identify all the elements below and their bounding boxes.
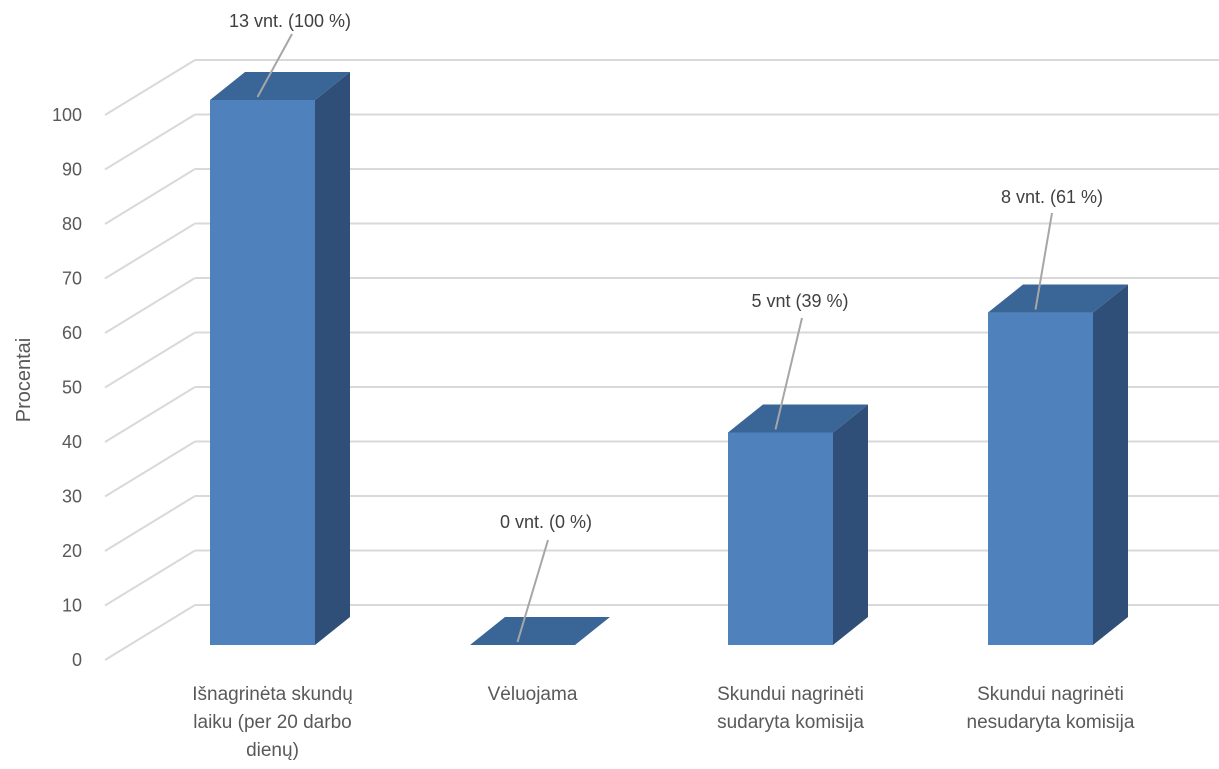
y-tick-label: 10 xyxy=(62,596,82,616)
bar-side xyxy=(315,72,350,645)
data-label: 0 vnt. (0 %) xyxy=(500,512,592,532)
bar-front xyxy=(210,100,315,645)
leader-line xyxy=(1034,212,1053,310)
data-label: 8 vnt. (61 %) xyxy=(1001,187,1103,207)
y-tick-labels: 0 10 20 30 40 50 60 70 80 90 100 xyxy=(52,105,82,670)
gridline-diagonal xyxy=(104,331,196,389)
category-labels: Išnagrinėta skundų laiku (per 20 darbo die… xyxy=(192,684,1135,761)
gridline-diagonal xyxy=(104,113,196,171)
y-tick-label: 90 xyxy=(62,160,82,180)
y-tick-label: 30 xyxy=(62,487,82,507)
y-tick-label: 0 xyxy=(72,650,82,670)
category-label: laiku (per 20 darbo xyxy=(193,712,351,733)
category-label: Išnagrinėta skundų xyxy=(192,684,353,705)
bar xyxy=(988,284,1128,645)
category-label: nesudaryta komisija xyxy=(967,712,1135,733)
y-axis-title: Procentai xyxy=(13,338,35,423)
bar-front xyxy=(728,432,833,645)
y-tick-label: 60 xyxy=(62,323,82,343)
bar-top xyxy=(988,284,1128,313)
category-label: dienų) xyxy=(246,740,299,761)
gridline-diagonal xyxy=(104,495,196,552)
leader-line xyxy=(256,33,293,98)
y-tick-label: 100 xyxy=(52,105,82,125)
leader-lines xyxy=(256,33,1053,643)
leader-line xyxy=(516,539,549,643)
y-tick-label: 80 xyxy=(62,214,82,234)
gridline-diagonal xyxy=(104,386,196,443)
gridline-diagonal xyxy=(104,549,196,607)
category-label: Skundui nagrinėti xyxy=(717,684,864,705)
category-label: Skundui nagrinėti xyxy=(977,684,1124,705)
bar-top xyxy=(470,617,610,645)
gridline-diagonal xyxy=(104,604,196,661)
y-tick-label: 50 xyxy=(62,378,82,398)
gridline-diagonal xyxy=(104,277,196,334)
grid-layer xyxy=(104,59,1219,661)
data-label: 13 vnt. (100 %) xyxy=(229,11,351,31)
bar-side xyxy=(833,404,868,645)
y-tick-label: 40 xyxy=(62,432,82,452)
bars xyxy=(210,72,1128,645)
y-tick-label: 20 xyxy=(62,541,82,561)
y-tick-label: 70 xyxy=(62,269,82,289)
data-label: 5 vnt (39 %) xyxy=(751,291,848,311)
bar-top xyxy=(728,404,868,433)
category-label: Vėluojama xyxy=(488,684,578,705)
gridline-diagonal xyxy=(104,168,196,225)
gridline-diagonal xyxy=(104,59,196,116)
bar-top xyxy=(210,72,350,100)
leader-line xyxy=(774,317,803,430)
gridline-diagonal xyxy=(104,440,196,498)
bar xyxy=(728,404,868,645)
data-labels: 13 vnt. (100 %) 0 vnt. (0 %) 5 vnt (39 %) 8… xyxy=(229,11,1103,532)
bar xyxy=(470,617,610,645)
gridline-diagonal xyxy=(104,222,196,280)
bar-front xyxy=(988,312,1093,645)
bar-side xyxy=(1093,284,1128,645)
category-label: sudaryta komisija xyxy=(717,712,864,733)
bar xyxy=(210,72,350,645)
